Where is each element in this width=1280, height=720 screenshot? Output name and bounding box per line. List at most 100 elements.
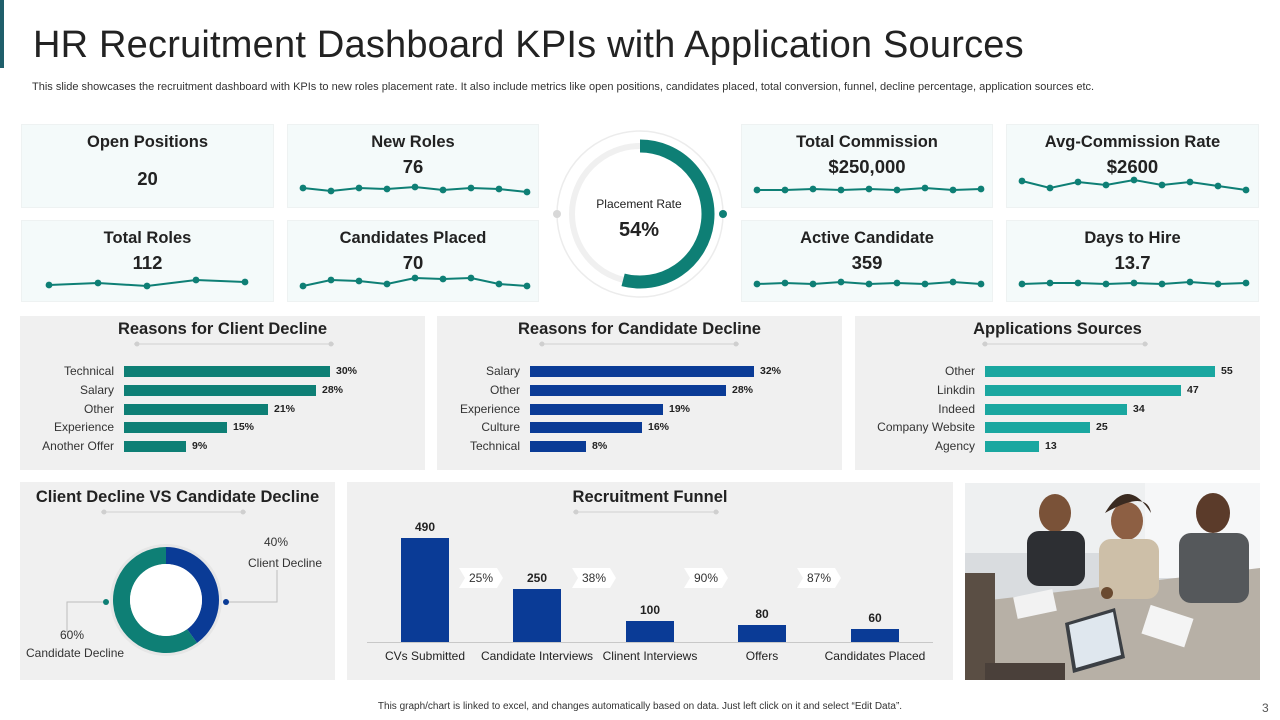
bar-value-label: 32%: [760, 365, 782, 377]
kpi-title: Total Commission: [796, 133, 938, 151]
client-decline-panel: Reasons for Client Decline Technical 30% S…: [20, 316, 425, 470]
panel-title: Applications Sources: [973, 320, 1142, 338]
funnel-bar: [401, 538, 449, 642]
kpi-title: Days to Hire: [1084, 229, 1181, 247]
funnel-baseline: [367, 642, 933, 643]
bar-category-label: Salary: [485, 364, 520, 378]
candidate-decline-label: Candidate Decline: [26, 646, 125, 660]
funnel-bar: [738, 625, 786, 642]
kpi-title: Total Roles: [103, 229, 192, 247]
decline-comparison-panel: Client Decline VS Candidate Decline 40% …: [20, 482, 335, 680]
bar-category-label: Salary: [79, 382, 114, 397]
kpi-sparkline: [299, 274, 531, 290]
kpi-title: Avg-Commission Rate: [1044, 133, 1221, 151]
kpi-candidates-placed: Candidates Placed 70: [287, 220, 539, 302]
kpi-title: Open Positions: [86, 133, 208, 151]
decline-donut-chart: [66, 544, 278, 656]
kpi-title: New Roles: [371, 133, 455, 151]
kpi-sparkline: [1018, 176, 1250, 194]
kpi-sparkline: [753, 278, 985, 288]
candidate-decline-percent: 60%: [60, 628, 85, 642]
client-decline-label: Client Decline: [248, 556, 323, 570]
bar: [985, 422, 1090, 434]
funnel-conversion-label: 90%: [693, 571, 719, 585]
funnel-value-label: 100: [639, 603, 661, 617]
funnel-value-label: 250: [526, 571, 548, 585]
funnel-category-label: Candidate Interviews: [480, 649, 594, 663]
bar-category-label: Other: [83, 401, 114, 416]
kpi-title: Candidates Placed: [339, 229, 487, 247]
bar-value-label: 15%: [233, 421, 255, 434]
kpi-total-roles: Total Roles 112: [21, 220, 274, 302]
bar-value-label: 28%: [732, 383, 754, 396]
bar-value-label: 47: [1187, 383, 1199, 396]
funnel-category-label: Clinent Interviews: [602, 649, 698, 663]
bar-value-label: 25: [1096, 421, 1108, 434]
funnel-bar: [513, 589, 561, 642]
donut-segment-candidate-decline: [112, 547, 198, 653]
bar-value-label: 30%: [336, 365, 358, 377]
title-underline-decoration: [539, 341, 739, 347]
kpi-value: 76: [402, 156, 424, 177]
bar: [124, 441, 186, 452]
funnel-conversion-label: 25%: [468, 571, 494, 585]
bar-category-label: Indeed: [938, 401, 975, 416]
bar: [985, 441, 1039, 452]
bar: [985, 384, 1181, 396]
bar: [530, 384, 726, 396]
bar: [530, 366, 754, 377]
bar: [985, 366, 1215, 377]
title-underline-decoration: [573, 509, 719, 515]
bar-category-label: Technical: [63, 364, 114, 378]
bar-category-label: Another Offer: [42, 439, 114, 453]
kpi-value: 70: [402, 252, 424, 273]
title-underline-decoration: [101, 509, 246, 515]
bar-value-label: 21%: [274, 402, 296, 415]
bar-value-label: 13: [1045, 440, 1057, 452]
bar-value-label: 55: [1221, 365, 1233, 377]
funnel-conversion-label: 38%: [581, 571, 607, 585]
bar: [530, 441, 586, 452]
kpi-sparkline: [1018, 278, 1250, 288]
placement-rate-label: Placement Rate: [596, 197, 682, 211]
bar-category-label: Experience: [53, 420, 114, 435]
bar: [124, 366, 330, 377]
funnel-category-label: Candidates Placed: [824, 649, 926, 663]
bar-value-label: 19%: [669, 402, 691, 415]
kpi-value: 20: [137, 168, 158, 189]
bar-category-label: Other: [944, 364, 975, 378]
gauge-fill-arc: [621, 139, 715, 289]
bar-category-label: Agency: [934, 439, 975, 453]
bar-value-label: 28%: [322, 383, 344, 396]
title-underline-decoration: [134, 341, 334, 347]
bar-value-label: 8%: [592, 440, 608, 452]
title-underline-decoration: [982, 341, 1148, 347]
kpi-active-candidate: Active Candidate 359: [741, 220, 993, 302]
bar-category-label: Company Website: [877, 420, 975, 435]
footer-note: This graph/chart is linked to excel, and…: [377, 701, 903, 712]
bar-category-label: Culture: [481, 420, 520, 435]
recruitment-funnel-panel: Recruitment Funnel 490 CVs Submitted 250 Ca…: [347, 482, 953, 680]
bar: [124, 384, 316, 396]
funnel-conversion-label: 87%: [806, 571, 832, 585]
kpi-days-to-hire: Days to Hire 13.7: [1006, 220, 1259, 302]
funnel-value-label: 80: [755, 607, 769, 621]
panel-title: Client Decline VS Candidate Decline: [35, 488, 320, 506]
kpi-value: 112: [132, 252, 163, 273]
application-sources-panel: Applications Sources Other 55 Linkdin 47 Ind…: [855, 316, 1260, 470]
bar: [530, 403, 663, 415]
bar-value-label: 16%: [648, 421, 670, 434]
funnel-conversion-badge: 38%: [572, 568, 616, 588]
page-title: HR Recruitment Dashboard KPIs with Appli…: [33, 24, 1024, 66]
bar-category-label: Linkdin: [936, 382, 975, 397]
funnel-conversion-badge: 25%: [459, 568, 503, 588]
placement-rate-gauge: [553, 130, 727, 298]
bar-category-label: Experience: [459, 401, 520, 416]
team-meeting-photo: [965, 483, 1260, 680]
page-subtitle: This slide showcases the recruitment das…: [32, 81, 1095, 93]
kpi-new-roles: New Roles 76: [287, 124, 539, 208]
funnel-category-label: Offers: [745, 649, 779, 663]
kpi-value: $250,000: [828, 156, 906, 177]
kpi-sparkline: [45, 276, 249, 290]
bar: [985, 403, 1127, 415]
